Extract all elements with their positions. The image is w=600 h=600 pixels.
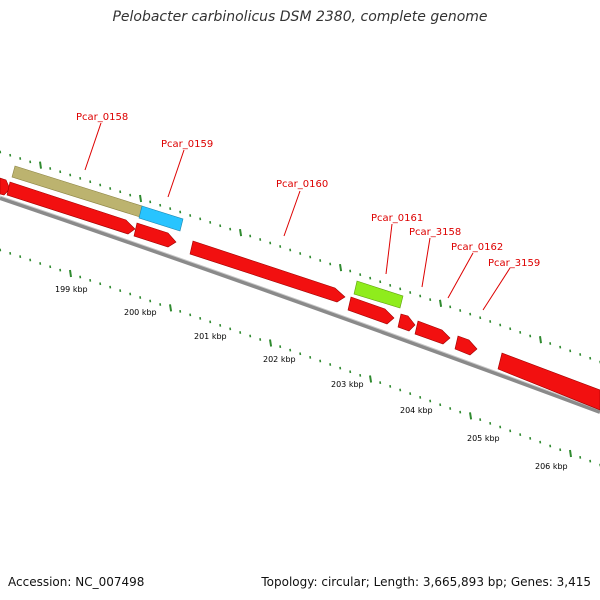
scale-label-199kbp: 199 kbp xyxy=(55,285,88,294)
genome-backbone xyxy=(0,196,600,414)
inner-tick-ring xyxy=(0,248,600,467)
outer-tick xyxy=(339,263,343,272)
gene-label-pcar-0161[interactable]: Pcar_0161 xyxy=(371,213,423,224)
feature-pcar-3159-arrow[interactable] xyxy=(454,335,478,356)
feature-pcar-3158-arrow[interactable] xyxy=(397,313,416,332)
gene-label-pcar-0162[interactable]: Pcar_0162 xyxy=(451,242,503,253)
gene-label-pcar-0158[interactable]: Pcar_0158 xyxy=(76,112,128,123)
feature-pcar-0161-arrow[interactable] xyxy=(347,296,395,325)
gene-label-leaders xyxy=(84,122,511,311)
feature-pcar-0159-gene[interactable] xyxy=(138,205,184,232)
inner-tick xyxy=(69,269,72,278)
outer-tick xyxy=(539,336,542,344)
accession-text: Accession: NC_007498 xyxy=(8,575,145,589)
outer-tick xyxy=(239,228,243,237)
inner-tick xyxy=(169,304,173,312)
outer-tick xyxy=(39,161,42,169)
feature-pcar-0162-arrow[interactable] xyxy=(414,320,451,345)
scale-label-202kbp: 202 kbp xyxy=(263,355,296,364)
scale-label-204kbp: 204 kbp xyxy=(400,406,433,415)
scale-label-200kbp: 200 kbp xyxy=(124,308,157,317)
scale-label-206kbp: 206 kbp xyxy=(535,462,568,471)
scale-label-203kbp: 203 kbp xyxy=(331,380,364,389)
inner-tick xyxy=(469,412,473,420)
outer-tick xyxy=(439,299,443,307)
inner-tick xyxy=(269,339,273,347)
gene-label-pcar-3158[interactable]: Pcar_3158 xyxy=(409,227,461,238)
outer-tick xyxy=(139,194,143,203)
feature-pcar-0161-gene[interactable] xyxy=(353,280,404,309)
feature-pcar-0160-arrow[interactable] xyxy=(189,240,346,303)
feature-pcar-0158-arrow[interactable] xyxy=(6,181,136,235)
scale-label-205kbp: 205 kbp xyxy=(467,434,500,443)
genome-stats-text: Topology: circular; Length: 3,665,893 bp… xyxy=(261,575,591,589)
feature-downstream-bar[interactable] xyxy=(497,352,600,411)
outer-tick-ring xyxy=(0,150,600,364)
feature-pcar-0159-arrow[interactable] xyxy=(133,222,177,248)
inner-tick xyxy=(369,375,373,383)
page-title: Pelobacter carbinolicus DSM 2380, comple… xyxy=(112,9,488,25)
gene-label-pcar-3159[interactable]: Pcar_3159 xyxy=(488,258,540,269)
scale-label-201kbp: 201 kbp xyxy=(194,332,227,341)
inner-tick xyxy=(569,449,572,458)
feature-upstream-arrow[interactable] xyxy=(0,177,11,196)
gene-label-pcar-0160[interactable]: Pcar_0160 xyxy=(276,179,328,190)
gene-label-pcar-0159[interactable]: Pcar_0159 xyxy=(161,139,213,150)
genome-backbone-highlight xyxy=(0,195,600,411)
